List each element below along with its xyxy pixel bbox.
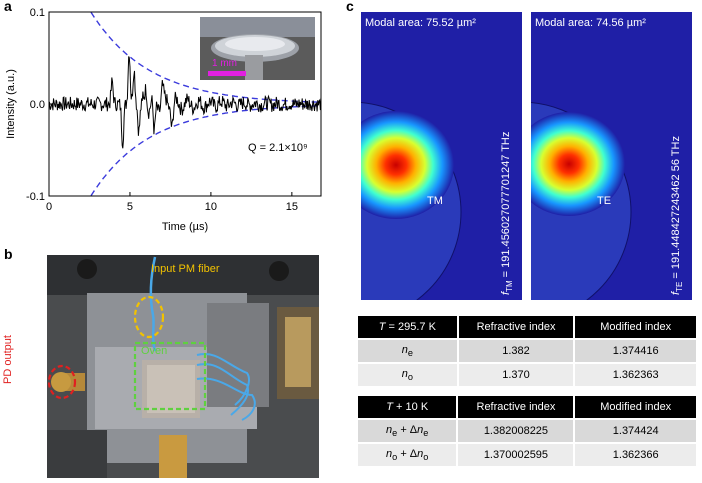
tm-frequency: fTM = 191.456027077701247 THz: [500, 131, 515, 295]
table-row: no 1.370 1.362363: [358, 362, 696, 386]
x-tick-label: 10: [205, 201, 217, 213]
table2-header-modified: Modified index: [573, 396, 696, 419]
table1-header-refractive: Refractive index: [456, 316, 575, 339]
te-frequency: fTE = 191.448427243462 56 THz: [670, 136, 685, 295]
x-axis-label: Time (µs): [162, 221, 208, 233]
panel-label-b: b: [4, 246, 13, 262]
fiber-output-3: [196, 377, 256, 421]
te-mode-simulation: Modal area: 74.56 µm² TE fTE = 191.44842…: [531, 12, 692, 300]
table1-row2-refractive: 1.370: [456, 362, 575, 386]
panel-label-a: a: [4, 0, 12, 14]
inset-scale-bar: [208, 71, 246, 76]
oven-highlight: [133, 341, 207, 411]
table2-header-temperature: T + 10 K: [358, 396, 458, 419]
refractive-index-table-plus10K: T + 10 K Refractive index Modified index…: [358, 396, 696, 466]
table2-row1-refractive: 1.382008225: [456, 418, 575, 443]
table1-header-modified: Modified index: [573, 316, 696, 339]
fiber-output-1: [196, 353, 250, 406]
table1-row2-modified: 1.362363: [573, 362, 696, 386]
y-axis-label: Intensity (a.u.): [5, 69, 17, 139]
tm-modal-area: Modal area: 75.52 µm²: [365, 17, 476, 29]
te-mode-label: TE: [597, 195, 612, 207]
input-fiber-label: Input PM fiber: [151, 263, 220, 275]
ringdown-chart: 0 5 10 15 0.1 0.0 -0.1 Time (µs) Intensity (a.…: [5, 7, 322, 233]
table2-row1-label: ne + Δne: [358, 418, 458, 443]
input-fiber-highlight: [133, 295, 165, 339]
inset-photo: 1 mm: [200, 17, 315, 80]
tm-mode-simulation: Modal area: 75.52 µm² TM fTM = 191.45602…: [361, 12, 522, 300]
plot-frame: [48, 11, 322, 197]
table1-row1-refractive: 1.382: [456, 338, 575, 363]
fiber-input: [149, 256, 157, 352]
inset-scale-label: 1 mm: [212, 58, 237, 69]
refractive-index-table-295K: T = 295.7 K Refractive index Modified in…: [358, 316, 696, 386]
table1-row2-label: no: [358, 362, 458, 386]
table2-row2-label: no + Δno: [358, 442, 458, 466]
y-tick-label: -0.1: [26, 191, 45, 203]
table1-header-temperature: T = 295.7 K: [358, 316, 458, 339]
table2-header-refractive: Refractive index: [456, 396, 575, 419]
x-tick-label: 5: [127, 201, 133, 213]
tm-mode-label: TM: [427, 195, 443, 207]
x-tick-label: 0: [46, 201, 52, 213]
setup-photo: Input PM fiber Oven: [47, 255, 319, 478]
table-row: ne 1.382 1.374416: [358, 338, 696, 363]
oven-label: Oven: [141, 345, 168, 357]
table-row: no + Δno 1.370002595 1.362366: [358, 442, 696, 466]
q-factor-annotation: Q = 2.1×10⁹: [248, 142, 308, 154]
table2-row2-modified: 1.362366: [573, 442, 696, 466]
y-tick-label: 0.1: [30, 7, 45, 19]
y-tick-label: 0.0: [30, 99, 45, 111]
panel-label-c: c: [346, 0, 354, 14]
pd-output-label: PD output: [2, 335, 14, 384]
x-tick-label: 15: [286, 201, 298, 213]
ringdown-signal: [49, 56, 321, 149]
te-modal-area: Modal area: 74.56 µm²: [535, 17, 646, 29]
pd-output-highlight: [47, 364, 77, 400]
table-row: ne + Δne 1.382008225 1.374424: [358, 418, 696, 443]
fiber-output-2: [196, 363, 249, 416]
table2-row2-refractive: 1.370002595: [456, 442, 575, 466]
table1-row1-label: ne: [358, 338, 458, 363]
table2-row1-modified: 1.374424: [573, 418, 696, 443]
envelope-upper: [90, 12, 321, 103]
table1-row1-modified: 1.374416: [573, 338, 696, 363]
